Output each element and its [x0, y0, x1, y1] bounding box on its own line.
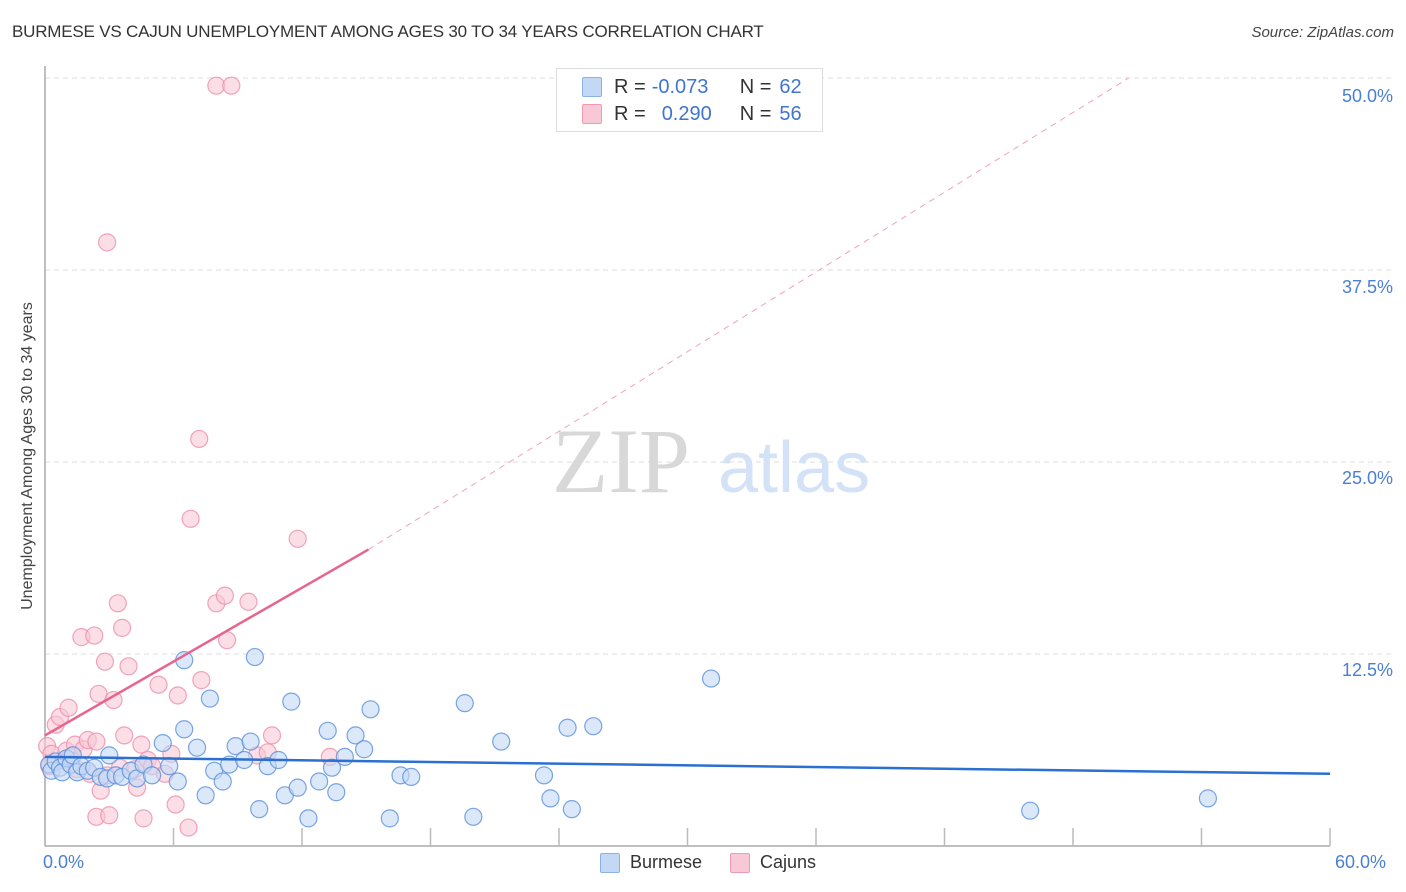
axes: [44, 66, 1331, 847]
burmese-swatch-icon: [600, 852, 620, 873]
source-label: Source: ZipAtlas.com: [1251, 24, 1394, 41]
n-label: N =: [739, 102, 772, 125]
r-label: R =: [614, 102, 646, 125]
r-value-burmese: -0.073: [651, 75, 709, 98]
legend-row-burmese: R = -0.073 N = 62: [582, 75, 802, 99]
legend-item-burmese[interactable]: Burmese: [600, 852, 702, 873]
chart-title: BURMESE VS CAJUN UNEMPLOYMENT AMONG AGES…: [12, 22, 764, 41]
watermark-zip: ZIP: [552, 410, 690, 512]
y-tick-50: 50.0%: [1341, 86, 1393, 106]
legend-item-cajuns[interactable]: Cajuns: [730, 852, 816, 873]
trendlines: [44, 77, 1331, 776]
watermark: ZIP atlas: [552, 410, 870, 512]
y-tick-25: 25.0%: [1341, 468, 1393, 488]
y-tick-37-5: 37.5%: [1341, 277, 1393, 297]
gridlines: [45, 77, 1392, 655]
burmese-swatch-icon: [582, 77, 602, 97]
cajun-swatch-icon: [730, 852, 751, 873]
n-value-cajuns: 56: [779, 102, 802, 125]
x-tick-max: 60.0%: [1335, 852, 1387, 872]
x-tick-min: 0.0%: [43, 852, 85, 872]
y-tick-12-5: 12.5%: [1341, 660, 1393, 680]
legend-label-cajuns: Cajuns: [760, 852, 817, 872]
n-label: N =: [739, 75, 772, 98]
r-value-cajuns: 0.290: [661, 102, 712, 125]
legend-label-burmese: Burmese: [630, 852, 703, 872]
n-value-burmese: 62: [779, 75, 802, 98]
legend-row-cajuns: R = 0.290 N = 56: [582, 102, 802, 126]
correlation-legend: R = -0.073 N = 62 R = 0.290 N = 56: [556, 68, 823, 132]
cajun-swatch-icon: [582, 104, 602, 124]
r-label: R =: [614, 75, 646, 98]
burmese-points: [40, 647, 1218, 828]
watermark-atlas: atlas: [718, 428, 870, 508]
series-legend: Burmese Cajuns: [600, 852, 844, 873]
